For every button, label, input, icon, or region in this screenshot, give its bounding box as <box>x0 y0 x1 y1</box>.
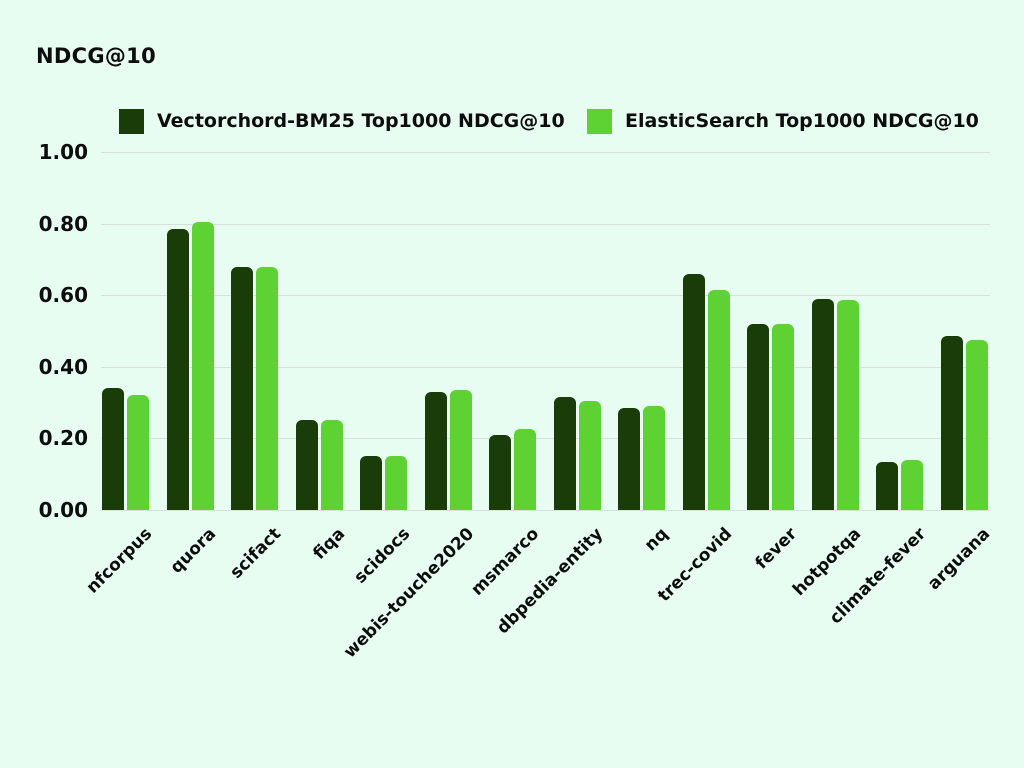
legend-item-vectorchord: Vectorchord-BM25 Top1000 NDCG@10 <box>119 108 565 134</box>
bar-vectorchord <box>167 229 189 510</box>
bar-elasticsearch <box>385 456 407 510</box>
gridline <box>101 438 990 439</box>
bar-vectorchord <box>554 397 576 510</box>
bar-vectorchord <box>618 408 640 510</box>
legend-swatch-elasticsearch-icon <box>587 108 612 134</box>
bar-vectorchord <box>231 267 253 510</box>
bar-elasticsearch <box>966 340 988 510</box>
legend-label-vectorchord: Vectorchord-BM25 Top1000 NDCG@10 <box>157 110 565 132</box>
bar-elasticsearch <box>514 429 536 510</box>
gridline <box>101 510 990 511</box>
bar-vectorchord <box>747 324 769 510</box>
bar-vectorchord <box>489 435 511 510</box>
y-tick-label: 1.00 <box>38 140 88 164</box>
bar-vectorchord <box>296 420 318 510</box>
gridline <box>101 367 990 368</box>
gridline <box>101 295 990 296</box>
y-tick-label: 0.00 <box>38 498 88 522</box>
bar-vectorchord <box>425 392 447 510</box>
y-tick-label: 0.40 <box>38 355 88 379</box>
bar-vectorchord <box>360 456 382 510</box>
bar-vectorchord <box>812 299 834 510</box>
legend-label-elasticsearch: ElasticSearch Top1000 NDCG@10 <box>625 110 979 132</box>
bar-vectorchord <box>102 388 124 510</box>
bar-elasticsearch <box>579 401 601 510</box>
y-tick-label: 0.60 <box>38 283 88 307</box>
bar-elasticsearch <box>901 460 923 510</box>
y-tick-label: 0.20 <box>38 426 88 450</box>
bar-elasticsearch <box>708 290 730 510</box>
bar-elasticsearch <box>321 420 343 510</box>
y-tick-label: 0.80 <box>38 212 88 236</box>
legend-swatch-vectorchord-icon <box>119 108 144 134</box>
gridline <box>101 152 990 153</box>
bar-vectorchord <box>876 462 898 510</box>
bar-elasticsearch <box>450 390 472 510</box>
bar-elasticsearch <box>643 406 665 510</box>
bar-vectorchord <box>683 274 705 510</box>
bar-elasticsearch <box>192 222 214 510</box>
bar-elasticsearch <box>127 395 149 510</box>
bar-elasticsearch <box>256 267 278 510</box>
legend-item-elasticsearch: ElasticSearch Top1000 NDCG@10 <box>587 108 979 134</box>
chart-title: NDCG@10 <box>36 44 156 68</box>
bar-elasticsearch <box>772 324 794 510</box>
bar-elasticsearch <box>837 300 859 510</box>
bar-vectorchord <box>941 336 963 510</box>
gridline <box>101 224 990 225</box>
